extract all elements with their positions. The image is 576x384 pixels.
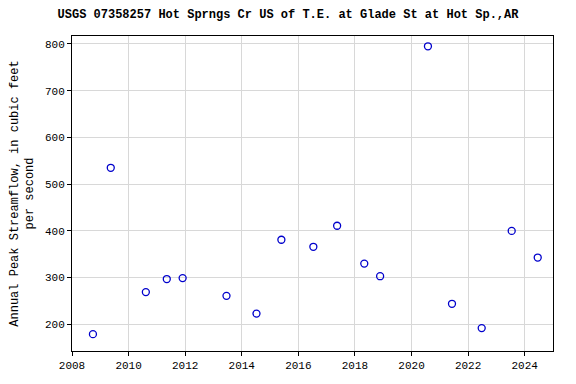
svg-text:200: 200 (45, 319, 65, 331)
svg-text:2020: 2020 (398, 360, 424, 372)
svg-text:2018: 2018 (342, 360, 368, 372)
svg-text:2022: 2022 (455, 360, 481, 372)
svg-text:2012: 2012 (172, 360, 198, 372)
svg-text:800: 800 (45, 39, 65, 51)
svg-text:Annual Peak Streamflow, in cub: Annual Peak Streamflow, in cubic feetper… (8, 60, 38, 326)
svg-text:2016: 2016 (285, 360, 311, 372)
svg-text:2014: 2014 (229, 360, 256, 372)
svg-text:2024: 2024 (512, 360, 539, 372)
svg-text:500: 500 (45, 179, 65, 191)
svg-text:400: 400 (45, 226, 65, 238)
svg-text:2010: 2010 (115, 360, 141, 372)
svg-text:2008: 2008 (59, 360, 85, 372)
svg-text:600: 600 (45, 132, 65, 144)
svg-text:300: 300 (45, 272, 65, 284)
svg-text:USGS 07358257 Hot Sprngs Cr US: USGS 07358257 Hot Sprngs Cr US of T.E. a… (58, 8, 520, 22)
svg-text:700: 700 (45, 86, 65, 98)
